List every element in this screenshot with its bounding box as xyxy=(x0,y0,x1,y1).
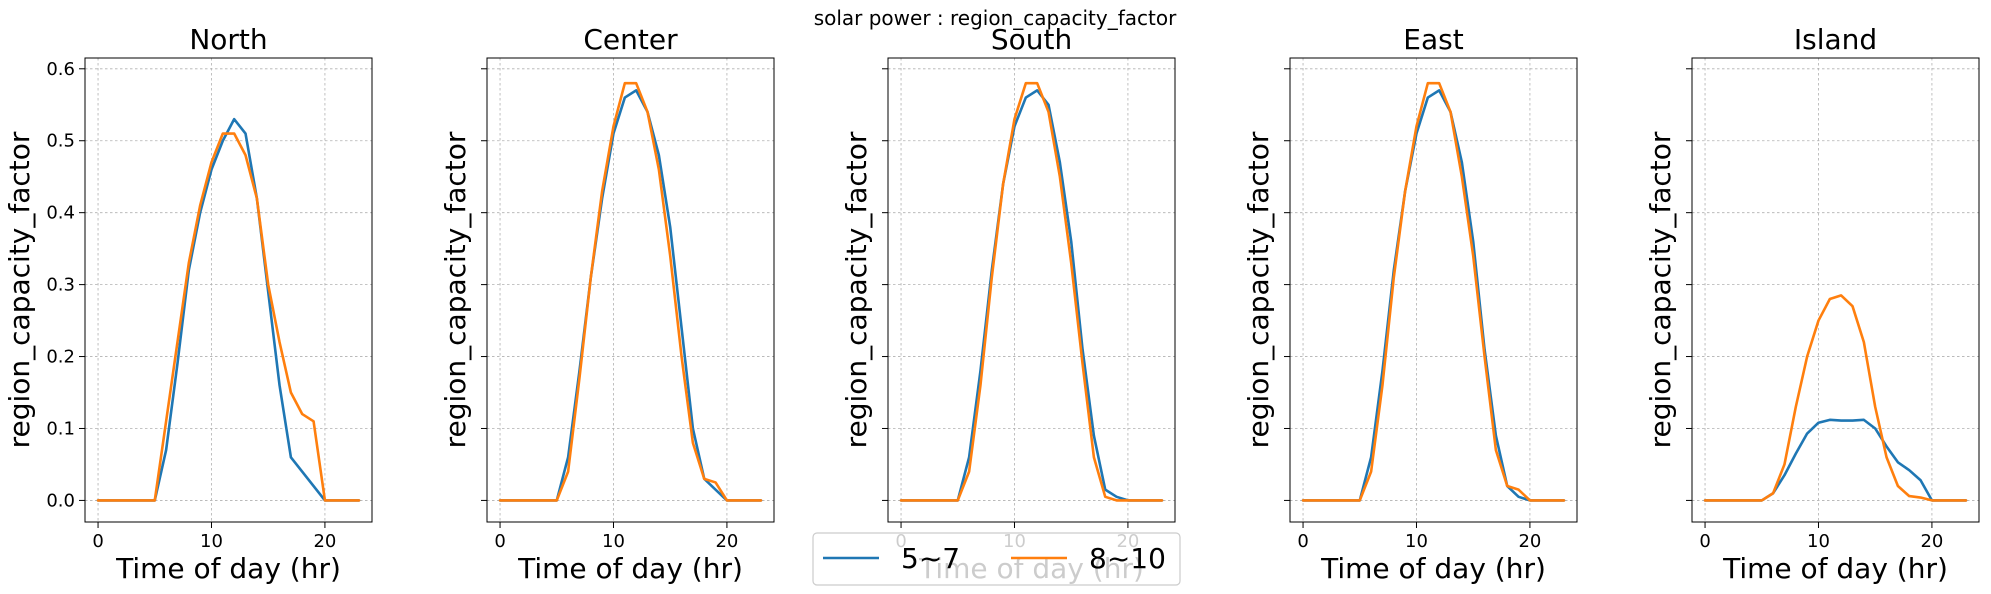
y-axis-label: region_capacity_factor xyxy=(3,131,36,448)
x-tick-label: 10 xyxy=(1807,531,1830,552)
panel-south: 01020SouthTime of day (hr)region_capacit… xyxy=(840,23,1176,585)
series-line-a xyxy=(96,117,361,502)
panel-title: Center xyxy=(583,23,678,56)
legend-label: 5~7 xyxy=(901,542,960,575)
x-tick-label: 0 xyxy=(1699,531,1710,552)
x-axis-label: Time of day (hr) xyxy=(1722,552,1948,585)
x-tick-label: 20 xyxy=(313,531,336,552)
x-tick-label: 10 xyxy=(200,531,223,552)
x-tick-label: 0 xyxy=(494,531,505,552)
panel-title: East xyxy=(1403,23,1463,56)
y-tick-label: 0.5 xyxy=(46,131,75,152)
legend-label: 8~10 xyxy=(1089,542,1166,575)
panels: 0 10 20 0.0 0.1 0.2 0.3 0.4 0.5 0.6 North Time of d… xyxy=(3,23,1980,585)
y-tick-label: 0.1 xyxy=(46,418,75,439)
series-line-a xyxy=(1301,89,1566,502)
series-line-a xyxy=(498,89,763,502)
series-line-a xyxy=(899,89,1164,502)
panel-title: North xyxy=(189,23,267,56)
series-line-b xyxy=(1301,81,1566,502)
x-tick-label: 0 xyxy=(1297,531,1308,552)
y-axis-label: region_capacity_factor xyxy=(1242,131,1275,448)
y-tick-label: 0.3 xyxy=(46,275,75,296)
y-tick-label: 0.0 xyxy=(46,490,75,511)
legend-frame xyxy=(812,532,1181,586)
plot-frame xyxy=(84,57,373,523)
panel-east: 0 10 20 East Time of day (hr) region_capacity… xyxy=(1242,23,1578,585)
y-axis-label: region_capacity_factor xyxy=(840,131,873,448)
x-tick-label: 10 xyxy=(602,531,625,552)
plot-frame xyxy=(887,57,1176,523)
y-axis-label: region_capacity_factor xyxy=(439,131,472,448)
figure-title: solar power : region_capacity_factor xyxy=(814,6,1177,30)
y-tick-label: 0.4 xyxy=(46,203,75,224)
y-tick-label: 0.6 xyxy=(46,59,75,80)
series-line-a xyxy=(1703,418,1968,502)
x-axis-label: Time of day (hr) xyxy=(115,552,341,585)
series-line-b xyxy=(1703,294,1968,502)
panel-center: 0 10 20 Center Time of day (hr) region_capaci… xyxy=(439,23,775,585)
series-line-b xyxy=(899,81,1164,502)
x-axis-label: Time of day (hr) xyxy=(1320,552,1546,585)
legend: 5~7 8~10 xyxy=(812,532,1181,586)
x-tick-label: 0 xyxy=(92,531,103,552)
series-line-b xyxy=(498,81,763,502)
plot-frame xyxy=(1289,57,1578,523)
x-tick-label: 10 xyxy=(1405,531,1428,552)
x-tick-label: 20 xyxy=(1518,531,1541,552)
panel-island: 0 10 20 Island Time of day (hr) region_capaci… xyxy=(1644,23,1980,585)
panel-north: 0 10 20 0.0 0.1 0.2 0.3 0.4 0.5 0.6 North Time of d… xyxy=(3,23,373,585)
y-axis-label: region_capacity_factor xyxy=(1644,131,1677,448)
y-tick-label: 0.2 xyxy=(46,347,75,368)
x-axis-label: Time of day (hr) xyxy=(517,552,743,585)
x-tick-label: 20 xyxy=(1920,531,1943,552)
x-tick-label: 20 xyxy=(715,531,738,552)
series-line-b xyxy=(96,132,361,502)
panel-title: South xyxy=(991,23,1072,56)
panel-title: Island xyxy=(1794,23,1877,56)
plot-frame xyxy=(1691,57,1980,523)
plot-frame xyxy=(486,57,775,523)
